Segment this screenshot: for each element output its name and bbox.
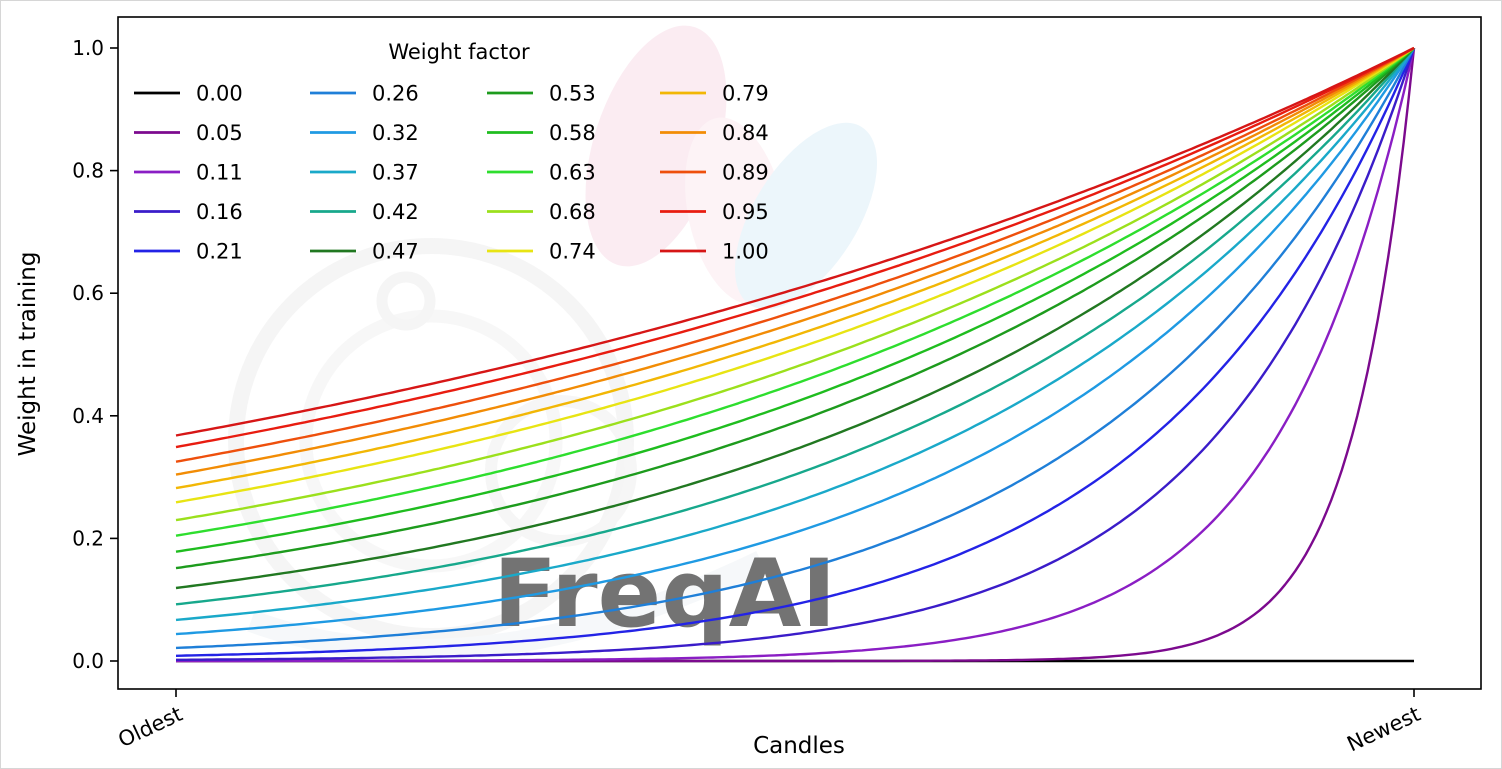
curve-1.00 — [175, 46, 1415, 437]
curve-0.79 — [175, 46, 1415, 490]
watermark-swoosh — [247, 551, 766, 662]
watermark-stopwatch-knob — [376, 271, 436, 331]
curve-0.26 — [175, 47, 1416, 650]
watermark-petal-blue — [735, 122, 877, 310]
legend-label-0.16: 0.16 — [196, 200, 243, 224]
curve-0.53 — [175, 47, 1415, 570]
legend-label-0.11: 0.11 — [196, 161, 243, 185]
legend-label-0.89: 0.89 — [722, 161, 769, 185]
curves — [175, 46, 1416, 663]
legend-label-0.58: 0.58 — [549, 121, 596, 145]
legend-label-0.21: 0.21 — [196, 240, 243, 264]
legend-title: Weight factor — [388, 40, 530, 64]
legend-label-0.37: 0.37 — [372, 161, 419, 185]
y-tick-label: 0.8 — [72, 159, 104, 183]
legend-label-0.00: 0.00 — [196, 82, 243, 106]
curve-0.21 — [175, 47, 1416, 657]
curve-0.74 — [175, 46, 1415, 504]
legend-label-0.05: 0.05 — [196, 121, 243, 145]
curve-0.89 — [175, 46, 1415, 463]
curve-0.63 — [175, 47, 1415, 537]
legend-label-0.26: 0.26 — [372, 82, 419, 106]
legend-label-0.74: 0.74 — [549, 240, 596, 264]
curve-0.42 — [175, 47, 1415, 606]
y-axis-ticks: 0.0 0.2 0.4 0.6 0.8 1.0 — [72, 36, 118, 673]
curve-0.84 — [175, 46, 1415, 476]
legend-label-0.79: 0.79 — [722, 82, 769, 106]
legend: 0.00 0.05 0.11 0.16 0.21 0.26 0.32 0.37 0.42 0.47… — [134, 82, 769, 264]
y-axis-label: Weight in training — [15, 252, 41, 457]
y-tick-label: 0.6 — [72, 281, 104, 305]
watermark: FreqAI — [228, 25, 877, 662]
curve-0.32 — [175, 47, 1416, 636]
axes-frame — [117, 16, 1482, 690]
curve-0.95 — [175, 46, 1415, 449]
x-axis-label: Candles — [753, 733, 845, 759]
curve-0.16 — [176, 47, 1416, 661]
legend-label-0.42: 0.42 — [372, 200, 419, 224]
curve-0.37 — [175, 47, 1415, 622]
curve-0.68 — [175, 47, 1415, 522]
legend-label-0.95: 0.95 — [722, 200, 769, 224]
legend-label-0.84: 0.84 — [722, 121, 769, 145]
legend-label-1.00: 1.00 — [722, 240, 769, 264]
x-tick-label: Newest — [1343, 702, 1424, 757]
legend-label-0.47: 0.47 — [372, 240, 419, 264]
legend-label-0.32: 0.32 — [372, 121, 419, 145]
curve-0.47 — [175, 47, 1415, 590]
y-tick-label: 0.4 — [72, 404, 104, 428]
y-tick-label: 0.0 — [72, 649, 104, 673]
legend-label-0.53: 0.53 — [549, 82, 596, 106]
y-tick-label: 1.0 — [72, 36, 104, 60]
y-tick-label: 0.2 — [72, 526, 104, 550]
x-tick-label: Oldest — [115, 702, 187, 752]
legend-label-0.63: 0.63 — [549, 161, 596, 185]
watermark-text: FreqAI — [493, 540, 836, 649]
legend-label-0.68: 0.68 — [549, 200, 596, 224]
curve-0.58 — [175, 47, 1415, 553]
curve-0.11 — [176, 47, 1416, 663]
